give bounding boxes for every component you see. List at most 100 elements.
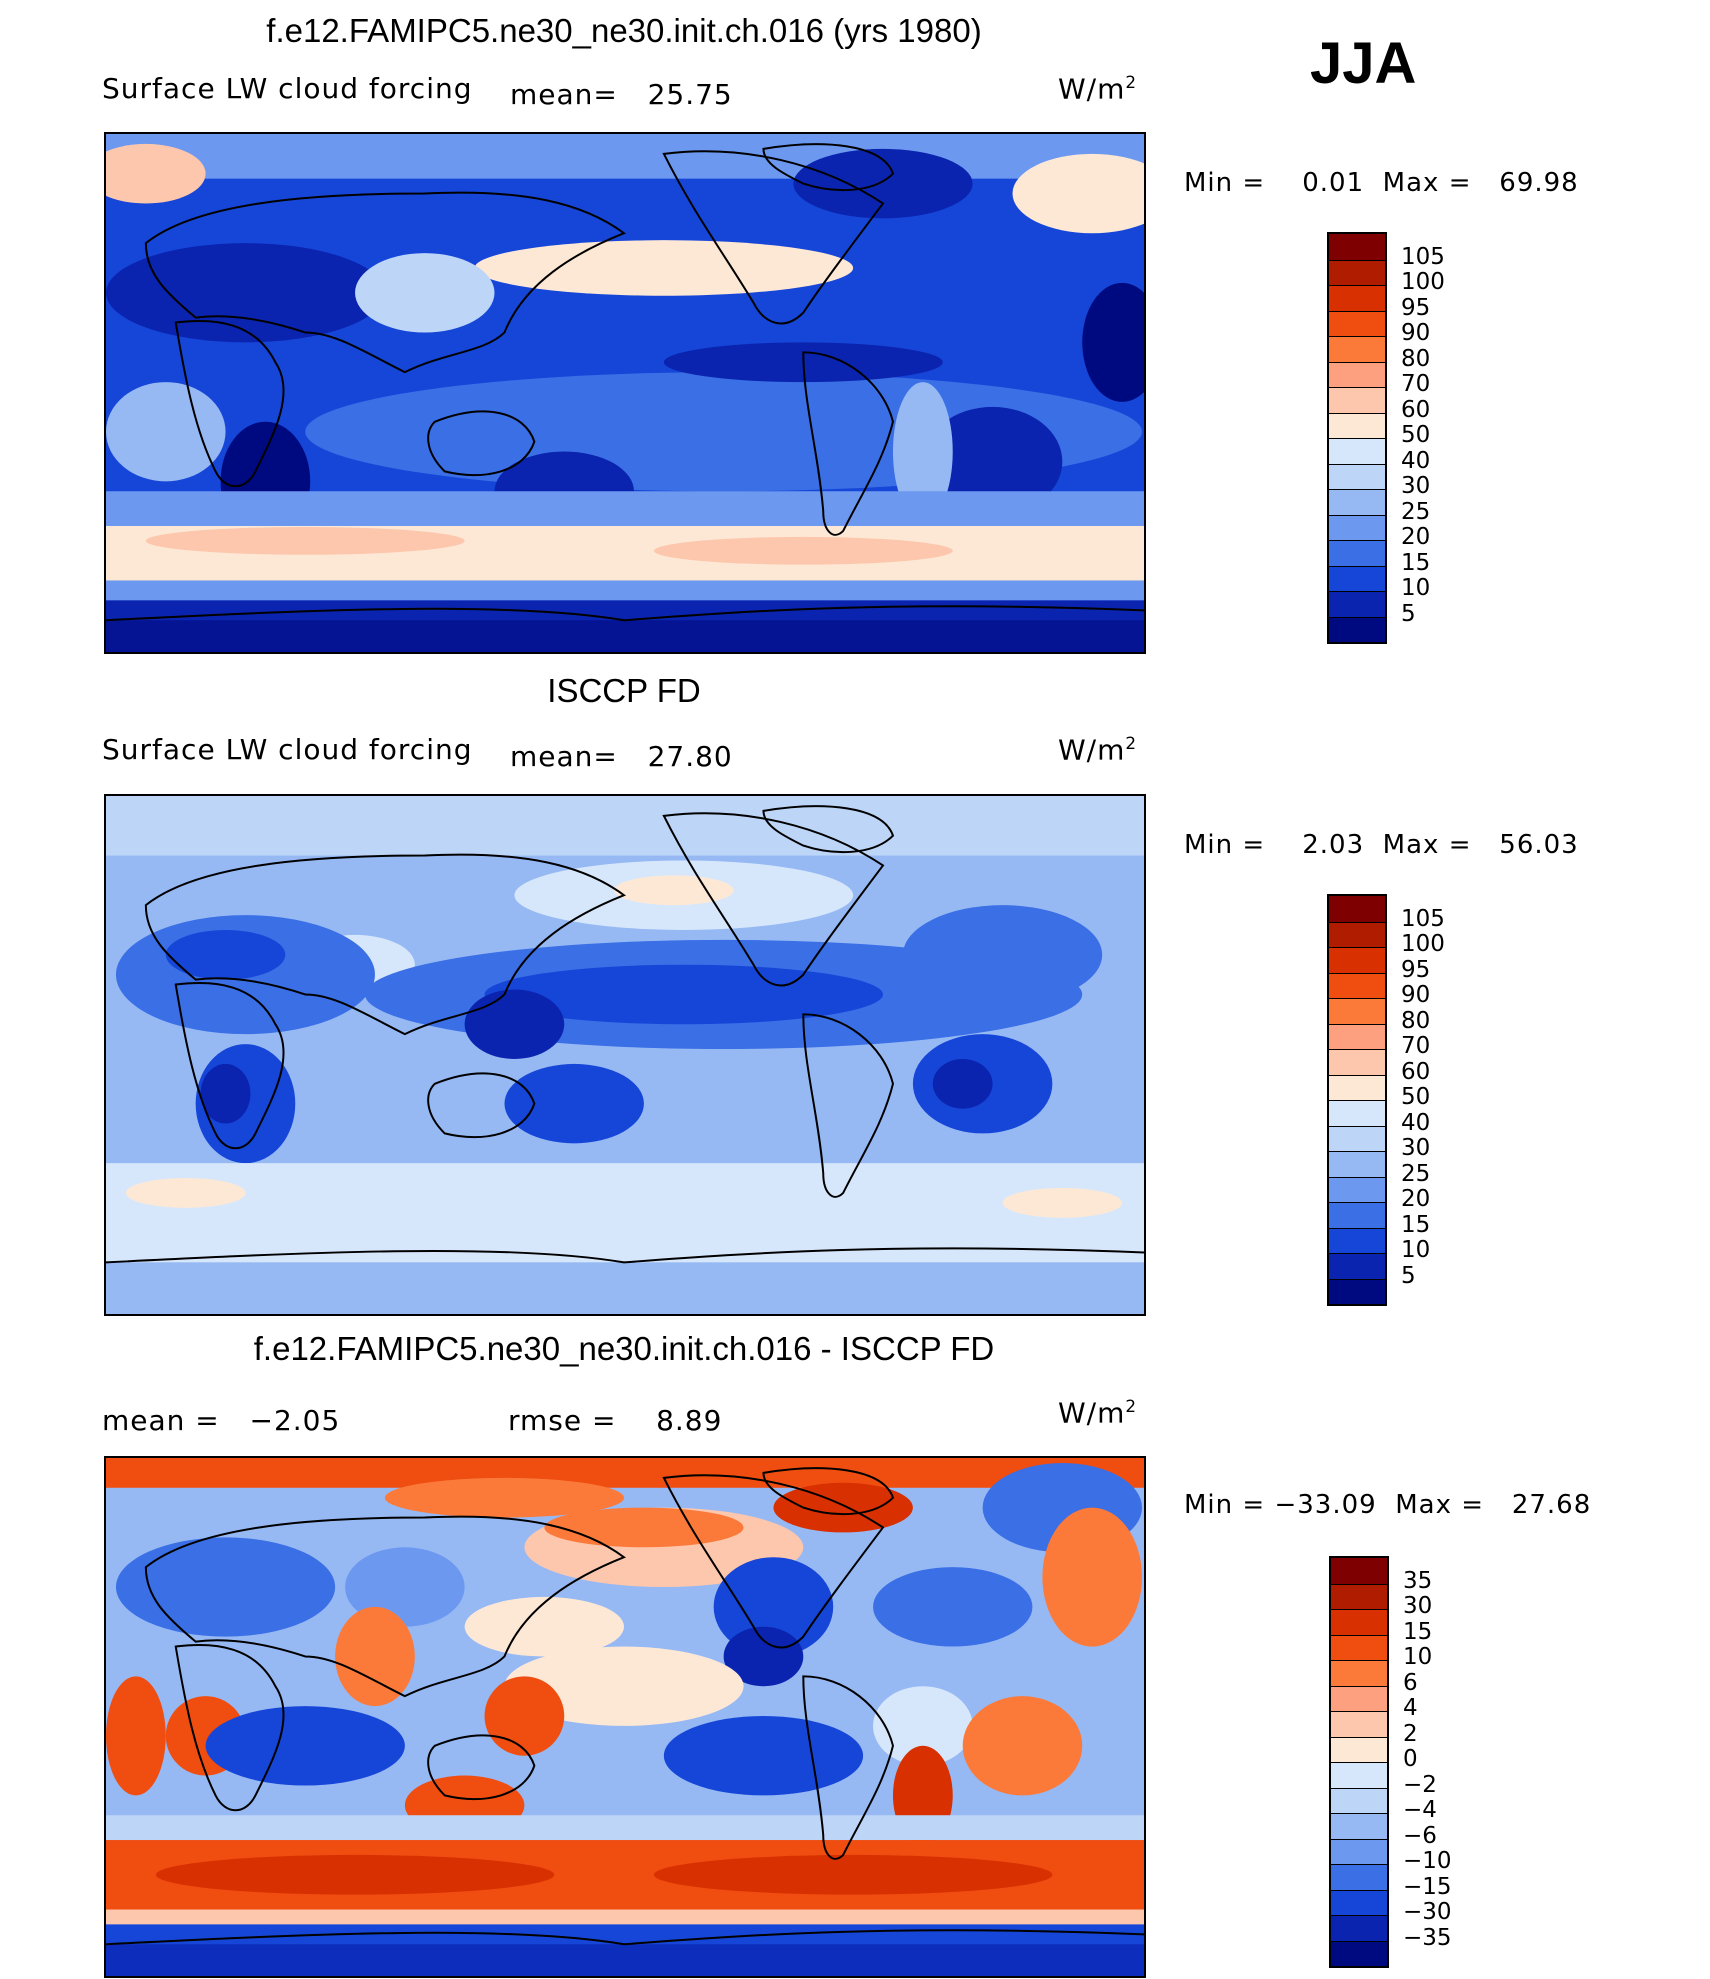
colorbar-segment bbox=[1331, 1838, 1387, 1864]
colorbar-level-label: 50 bbox=[1401, 1084, 1431, 1110]
colorbar-level-label: −2 bbox=[1403, 1771, 1437, 1798]
colorbar-level-label: 70 bbox=[1401, 1033, 1431, 1059]
colorbar-level-label: 60 bbox=[1401, 1058, 1431, 1085]
panel-1-colorbar bbox=[1327, 232, 1387, 644]
colorbar-level-label: 0 bbox=[1403, 1746, 1418, 1772]
panel-2-map bbox=[104, 794, 1146, 1316]
colorbar-level-label: −4 bbox=[1403, 1797, 1437, 1823]
colorbar-level-label: 35 bbox=[1403, 1567, 1433, 1594]
colorbar-segment bbox=[1329, 463, 1385, 489]
colorbar-level-label: 70 bbox=[1401, 371, 1431, 397]
colorbar-level-label: 80 bbox=[1401, 345, 1431, 372]
panel-3-min-max: Min = −33.09 Max = 27.68 bbox=[1184, 1490, 1592, 1520]
colorbar-segment bbox=[1329, 921, 1385, 947]
panel-1-variable-label: Surface LW cloud forcing bbox=[102, 72, 473, 105]
colorbar-level-label: −15 bbox=[1403, 1873, 1452, 1900]
panel-2-units: W/m2 bbox=[1058, 733, 1138, 767]
colorbar-level-label: 20 bbox=[1401, 1186, 1431, 1212]
colorbar-segment bbox=[1329, 514, 1385, 540]
colorbar-segment bbox=[1331, 1583, 1387, 1609]
colorbar-segment bbox=[1331, 1915, 1387, 1941]
panel-2-colorbar bbox=[1327, 894, 1387, 1306]
colorbar-segment bbox=[1331, 1685, 1387, 1711]
colorbar-segment bbox=[1329, 1049, 1385, 1075]
colorbar-segment bbox=[1329, 1176, 1385, 1202]
colorbar-segment bbox=[1331, 1736, 1387, 1762]
colorbar-segment bbox=[1329, 310, 1385, 336]
panel-3-colorbar bbox=[1329, 1556, 1389, 1968]
colorbar-segment bbox=[1329, 591, 1385, 617]
colorbar-segment bbox=[1329, 1202, 1385, 1228]
colorbar-level-label: 5 bbox=[1401, 600, 1416, 627]
colorbar-level-label: 25 bbox=[1401, 1160, 1431, 1187]
colorbar-level-label: 60 bbox=[1401, 396, 1431, 423]
colorbar-level-label: 95 bbox=[1401, 956, 1431, 983]
colorbar-segment bbox=[1331, 1940, 1387, 1966]
colorbar-segment bbox=[1331, 1813, 1387, 1839]
colorbar-segment bbox=[1331, 1660, 1387, 1686]
panel-2-field bbox=[106, 796, 1144, 1314]
colorbar-level-label: −35 bbox=[1403, 1924, 1452, 1951]
colorbar-level-label: 20 bbox=[1401, 524, 1431, 550]
colorbar-segment bbox=[1329, 1278, 1385, 1304]
colorbar-level-label: 15 bbox=[1401, 549, 1431, 576]
colorbar-segment bbox=[1331, 1711, 1387, 1737]
colorbar-level-label: 40 bbox=[1401, 1109, 1431, 1136]
colorbar-segment bbox=[1329, 234, 1385, 260]
colorbar-level-label: −10 bbox=[1403, 1848, 1452, 1874]
colorbar-segment bbox=[1329, 896, 1385, 922]
colorbar-segment bbox=[1329, 438, 1385, 464]
colorbar-level-label: 15 bbox=[1401, 1211, 1431, 1238]
colorbar-segment bbox=[1331, 1558, 1387, 1584]
colorbar-segment bbox=[1329, 489, 1385, 515]
colorbar-segment bbox=[1331, 1889, 1387, 1915]
panel-1-map bbox=[104, 132, 1146, 654]
panel-2-mean-label: mean= 27.80 bbox=[510, 740, 733, 773]
colorbar-level-label: 15 bbox=[1403, 1618, 1433, 1645]
panel-3-map bbox=[104, 1456, 1146, 1978]
colorbar-segment bbox=[1329, 1074, 1385, 1100]
colorbar-level-label: 80 bbox=[1401, 1007, 1431, 1034]
panel-3-title: f.e12.FAMIPC5.ne30_ne30.init.ch.016 - IS… bbox=[253, 1330, 995, 1367]
colorbar-segment bbox=[1329, 1227, 1385, 1253]
colorbar-segment bbox=[1331, 1609, 1387, 1635]
colorbar-segment bbox=[1329, 361, 1385, 387]
panel-3-field bbox=[106, 1458, 1144, 1976]
season-label: JJA bbox=[1310, 31, 1417, 96]
colorbar-level-label: 90 bbox=[1401, 982, 1431, 1008]
panel-3-units: W/m2 bbox=[1058, 1396, 1138, 1430]
panel-3-rmse-label: rmse = 8.89 bbox=[508, 1404, 723, 1437]
panel-1-field bbox=[106, 134, 1144, 652]
colorbar-segment bbox=[1329, 412, 1385, 438]
colorbar-level-label: 105 bbox=[1401, 243, 1445, 270]
panel-2-title: ISCCP FD bbox=[547, 672, 701, 709]
colorbar-level-label: 10 bbox=[1403, 1644, 1433, 1670]
colorbar-segment bbox=[1331, 1634, 1387, 1660]
colorbar-level-label: −6 bbox=[1403, 1822, 1437, 1849]
colorbar-level-label: 10 bbox=[1401, 575, 1431, 601]
panel-1-mean-label: mean= 25.75 bbox=[510, 78, 733, 111]
colorbar-level-label: 95 bbox=[1401, 294, 1431, 321]
colorbar-level-label: 100 bbox=[1401, 931, 1445, 957]
colorbar-segment bbox=[1329, 387, 1385, 413]
colorbar-level-label: 4 bbox=[1403, 1695, 1418, 1721]
panel-1-units: W/m2 bbox=[1058, 72, 1138, 106]
colorbar-level-label: 90 bbox=[1401, 320, 1431, 346]
colorbar-segment bbox=[1329, 259, 1385, 285]
colorbar-segment bbox=[1329, 336, 1385, 362]
colorbar-level-label: 100 bbox=[1401, 269, 1445, 295]
colorbar-segment bbox=[1329, 1151, 1385, 1177]
colorbar-segment bbox=[1329, 1253, 1385, 1279]
colorbar-level-label: 25 bbox=[1401, 498, 1431, 525]
colorbar-level-label: −30 bbox=[1403, 1899, 1452, 1925]
colorbar-segment bbox=[1331, 1762, 1387, 1788]
colorbar-level-label: 30 bbox=[1401, 473, 1431, 499]
colorbar-segment bbox=[1329, 947, 1385, 973]
colorbar-segment bbox=[1329, 540, 1385, 566]
colorbar-segment bbox=[1329, 972, 1385, 998]
colorbar-level-label: 30 bbox=[1401, 1135, 1431, 1161]
colorbar-segment bbox=[1329, 998, 1385, 1024]
colorbar-segment bbox=[1331, 1864, 1387, 1890]
colorbar-level-label: 10 bbox=[1401, 1237, 1431, 1263]
colorbar-level-label: 40 bbox=[1401, 447, 1431, 474]
